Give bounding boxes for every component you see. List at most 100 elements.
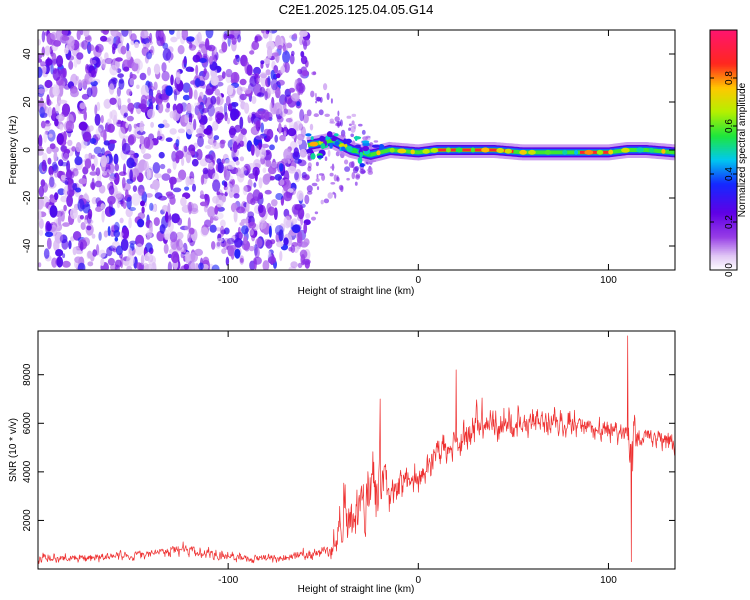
noise-blob [149, 202, 154, 211]
noise-blob [203, 68, 207, 75]
signal-knot [596, 149, 604, 155]
noise-blob [267, 75, 271, 87]
noise-blob [321, 174, 326, 181]
noise-blob [38, 262, 42, 268]
noise-blob [254, 246, 260, 259]
noise-blob [249, 75, 257, 87]
noise-blob [248, 221, 257, 229]
colorbar-segment [710, 196, 737, 199]
noise-blob [329, 118, 334, 123]
colorbar-segment [710, 186, 737, 189]
noise-blob [204, 154, 214, 163]
noise-blob [210, 75, 219, 86]
noise-blob [130, 33, 137, 42]
noise-blob [267, 165, 277, 175]
noise-blob [305, 213, 311, 219]
noise-blob [59, 68, 66, 78]
noise-blob [87, 261, 94, 267]
noise-blob [260, 73, 268, 79]
noise-blob [196, 31, 202, 44]
colorbar-segment [710, 214, 737, 217]
noise-blob [262, 31, 269, 39]
noise-blob [274, 134, 279, 143]
signal-knot [528, 149, 536, 155]
noise-blob [115, 57, 123, 62]
noise-blob [254, 120, 262, 128]
noise-blob [38, 38, 41, 46]
colorbar-gradient [710, 30, 737, 271]
noise-blob [216, 191, 221, 196]
noise-blob [270, 78, 279, 91]
noise-blob [111, 43, 117, 51]
colorbar-segment [710, 228, 737, 231]
signal-knot [371, 144, 380, 148]
noise-blob [53, 239, 60, 252]
snr-x-label: Height of straight line (km) [298, 584, 415, 595]
noise-blob [51, 161, 58, 172]
signal-knot [661, 148, 666, 154]
noise-blob [56, 256, 63, 268]
noise-blob [263, 128, 270, 136]
noise-blob [276, 79, 285, 86]
noise-blob [267, 45, 273, 59]
noise-blob [53, 151, 58, 162]
noise-blob [86, 64, 94, 72]
noise-blob [247, 211, 255, 219]
colorbar-segment [710, 168, 737, 171]
colorbar-segment [710, 200, 737, 203]
signal-knot [544, 149, 552, 155]
noise-blob [185, 103, 195, 114]
noise-blob [234, 237, 243, 248]
noise-blob [226, 34, 235, 39]
noise-blob [287, 128, 297, 137]
snr-y-ticks: 2000 4000 6000 8000 [22, 363, 675, 532]
noise-blob [67, 179, 73, 192]
noise-blob [120, 238, 129, 251]
noise-blob [145, 42, 150, 49]
noise-blob [188, 201, 192, 215]
noise-blob [301, 38, 311, 47]
noise-blob [121, 30, 129, 37]
noise-blob [283, 108, 289, 114]
noise-blob [146, 229, 152, 239]
noise-blob [208, 161, 214, 170]
colorbar-segment [710, 58, 737, 61]
noise-blob [225, 68, 233, 78]
noise-blob [120, 45, 127, 55]
noise-blob [255, 144, 260, 158]
noise-blob [360, 170, 366, 174]
noise-blob [41, 46, 45, 57]
colorbar-segment [710, 80, 737, 83]
noise-blob [58, 85, 64, 97]
noise-blob [108, 139, 117, 144]
noise-blob [262, 260, 270, 270]
colorbar-segment [710, 116, 737, 119]
noise-blob [43, 131, 48, 143]
colorbar-segment [710, 124, 737, 127]
colorbar-segment [710, 160, 737, 163]
noise-blob [44, 79, 53, 89]
signal-knot [430, 147, 439, 153]
y-tick-label: 20 [22, 96, 33, 108]
noise-blob [81, 40, 89, 50]
noise-blob [255, 110, 264, 118]
noise-blob [139, 72, 147, 81]
colorbar-segment [710, 74, 737, 77]
noise-blob [163, 229, 170, 241]
colorbar-segment [710, 236, 737, 239]
noise-blob [212, 179, 221, 192]
noise-blob [147, 108, 155, 119]
colorbar-segment [710, 106, 737, 109]
noise-blob [158, 151, 165, 159]
noise-blob [145, 193, 153, 198]
noise-blob [142, 37, 150, 45]
noise-blob [39, 106, 45, 119]
noise-blob [129, 169, 133, 182]
noise-blob [214, 88, 221, 96]
noise-blob [287, 166, 297, 174]
signal-knot [362, 145, 370, 152]
x-tick-label: -100 [218, 575, 238, 586]
noise-blob [142, 153, 152, 160]
noise-blob [197, 96, 203, 103]
noise-blob [144, 252, 153, 262]
